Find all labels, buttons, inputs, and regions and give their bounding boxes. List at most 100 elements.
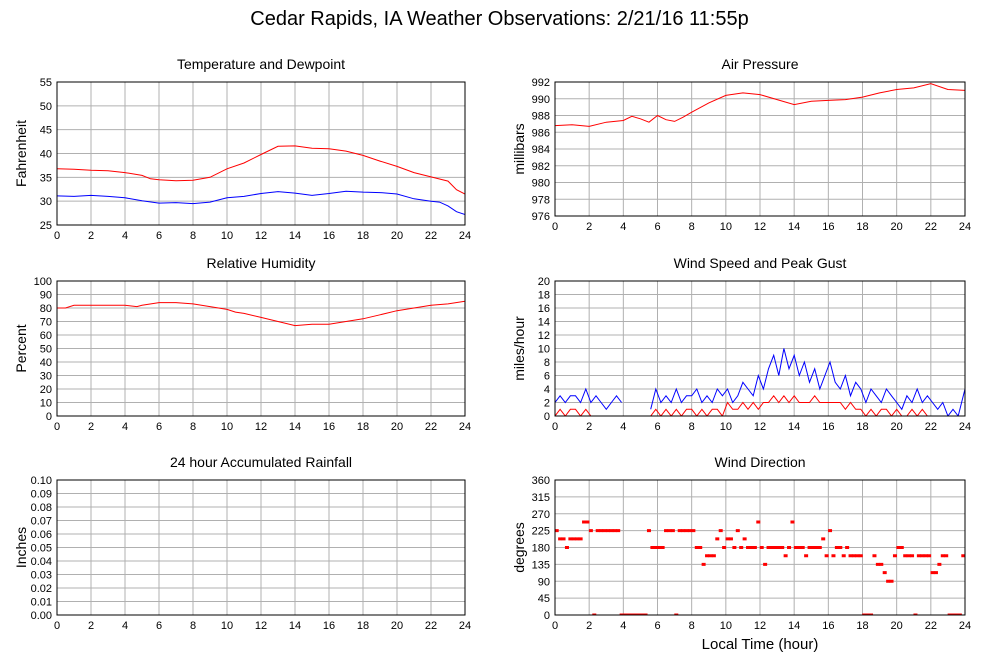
- x-tick-label: 24: [959, 421, 971, 433]
- data-point: [670, 529, 675, 533]
- data-point: [664, 529, 669, 533]
- x-tick-label: 2: [586, 421, 592, 433]
- y-tick-label: 30: [40, 371, 52, 383]
- data-point: [920, 554, 925, 558]
- data-point: [869, 613, 874, 615]
- data-point: [646, 529, 651, 533]
- data-point: [749, 546, 754, 549]
- y-tick-label: 30: [40, 196, 52, 208]
- y-tick-label: 16: [538, 303, 550, 315]
- data-point: [640, 613, 645, 615]
- y-tick-label: 90: [538, 576, 550, 588]
- data-point: [807, 546, 812, 549]
- y-tick-label: 25: [40, 220, 52, 232]
- x-tick-label: 4: [122, 421, 128, 433]
- plot-frame: [56, 280, 466, 417]
- data-point: [677, 529, 682, 533]
- x-tick-label: 10: [720, 620, 732, 632]
- x-tick-label: 16: [323, 620, 335, 632]
- y-axis-label: degrees: [511, 522, 527, 573]
- x-tick-label: 6: [156, 230, 162, 242]
- data-point: [804, 554, 809, 558]
- y-tick-label: 978: [532, 194, 550, 206]
- data-point: [728, 537, 733, 541]
- data-point: [725, 537, 730, 541]
- series-line-blue: [555, 387, 622, 411]
- series-line-blue: [57, 190, 465, 215]
- data-point: [582, 520, 587, 524]
- x-tick-label: 16: [822, 620, 834, 632]
- series-group: [555, 348, 965, 416]
- y-tick-label: 45: [40, 125, 52, 137]
- x-tick-label: 6: [654, 620, 660, 632]
- data-point: [862, 613, 867, 615]
- y-tick-label: 70: [40, 317, 52, 329]
- x-tick-label: 22: [925, 620, 937, 632]
- chart-title: Relative Humidity: [207, 255, 316, 271]
- data-point: [828, 529, 833, 533]
- y-tick-label: 90: [40, 290, 52, 302]
- y-tick-label: 6: [544, 371, 550, 383]
- data-point: [848, 554, 853, 558]
- data-point: [831, 554, 836, 558]
- series-group: [57, 145, 465, 215]
- data-point: [892, 554, 897, 558]
- data-point: [722, 546, 727, 549]
- data-point: [780, 546, 785, 549]
- y-tick-label: 0.07: [31, 516, 52, 528]
- x-tick-label: 12: [255, 230, 267, 242]
- x-tick-label: 4: [122, 230, 128, 242]
- y-tick-label: 990: [532, 94, 550, 106]
- x-tick-label: 14: [788, 620, 800, 632]
- y-axis-label: Percent: [13, 324, 29, 372]
- data-point: [872, 554, 877, 558]
- y-axis-label: Inches: [13, 527, 29, 568]
- series-line-red: [555, 408, 592, 416]
- y-tick-label: 12: [538, 330, 550, 342]
- y-tick-label: 0.08: [31, 502, 52, 514]
- x-tick-label: 22: [925, 221, 937, 233]
- data-point: [667, 529, 672, 533]
- data-point: [763, 562, 768, 566]
- data-point: [588, 529, 593, 533]
- data-point: [555, 529, 559, 533]
- data-point: [903, 554, 908, 558]
- data-point: [605, 529, 610, 533]
- x-tick-label: 6: [654, 421, 660, 433]
- x-tick-label: 4: [620, 221, 626, 233]
- y-tick-label: 0.06: [31, 529, 52, 541]
- data-point: [810, 546, 815, 549]
- y-tick-label: 80: [40, 303, 52, 315]
- data-point: [752, 546, 757, 549]
- data-point: [653, 546, 658, 549]
- y-tick-label: 0.10: [31, 475, 52, 487]
- x-tick-label: 8: [689, 421, 695, 433]
- series-line-blue: [650, 348, 965, 416]
- y-tick-label: 0.02: [31, 583, 52, 595]
- x-tick-label: 10: [221, 620, 233, 632]
- x-tick-label: 0: [552, 221, 558, 233]
- y-tick-label: 180: [532, 543, 550, 555]
- x-tick-label: 14: [289, 421, 301, 433]
- y-tick-label: 60: [40, 330, 52, 342]
- x-tick-label: 18: [856, 221, 868, 233]
- series-group: [57, 300, 465, 327]
- data-point: [568, 537, 573, 541]
- plot-frame: [554, 280, 966, 417]
- y-tick-label: 8: [544, 357, 550, 369]
- y-tick-label: 0.01: [31, 597, 52, 609]
- x-tick-label: 10: [720, 221, 732, 233]
- data-point: [660, 546, 665, 549]
- y-tick-label: 0: [46, 411, 52, 423]
- data-point: [585, 520, 590, 524]
- plot-frame: [554, 479, 966, 616]
- y-tick-label: 20: [538, 276, 550, 288]
- y-tick-label: 55: [40, 77, 52, 89]
- y-tick-label: 40: [40, 357, 52, 369]
- x-tick-label: 20: [891, 221, 903, 233]
- y-axis-label: millibars: [511, 123, 527, 174]
- x-tick-label: 16: [822, 421, 834, 433]
- x-tick-label: 14: [289, 620, 301, 632]
